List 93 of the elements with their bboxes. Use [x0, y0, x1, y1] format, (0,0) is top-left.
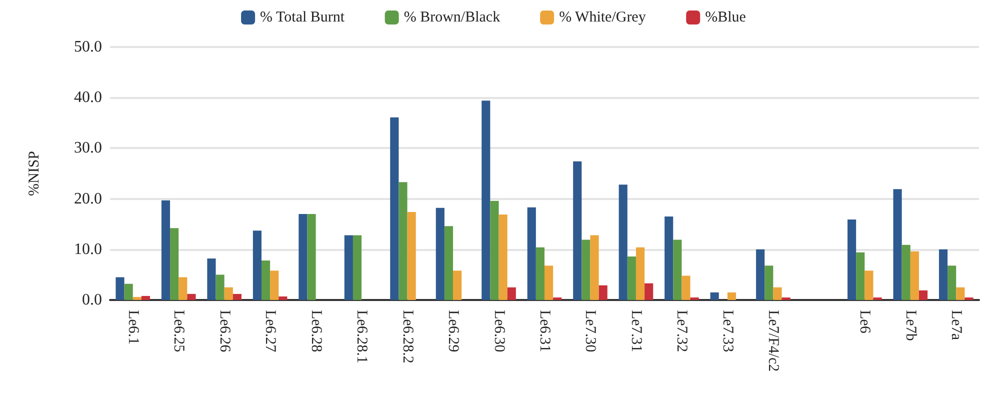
- x-tick-label: Le6.25: [170, 310, 187, 352]
- bar: [956, 287, 965, 300]
- y-tick-label: 30.0: [74, 140, 102, 157]
- x-tick-label: Le6.29: [445, 310, 462, 352]
- bar: [436, 208, 444, 300]
- bar: [390, 117, 399, 300]
- y-tick-label: 40.0: [74, 89, 102, 106]
- bar: [170, 228, 179, 300]
- bar: [344, 235, 353, 300]
- bar: [307, 214, 316, 300]
- x-tick-label: Le7.30: [582, 310, 598, 352]
- x-tick-label: Le6.31: [536, 310, 552, 352]
- bar: [848, 220, 856, 300]
- bar: [964, 297, 974, 300]
- x-tick-label: Le7b: [902, 310, 918, 341]
- x-tick-label: Le6.28: [308, 310, 324, 352]
- y-axis-title: %NISP: [26, 150, 42, 196]
- y-tick-label: 50.0: [74, 38, 102, 56]
- bar: [644, 283, 654, 300]
- x-tick-label: Le7/F4/c2: [765, 310, 782, 372]
- bar: [207, 258, 216, 300]
- bar: [141, 296, 150, 300]
- bar: [453, 270, 462, 300]
- bar: [498, 214, 508, 300]
- x-tick-label: Le6.26: [216, 310, 232, 353]
- bar: [598, 285, 608, 300]
- x-tick-label: Le6.27: [262, 310, 278, 353]
- bar: [352, 235, 362, 300]
- bar: [490, 200, 499, 300]
- bar: [902, 244, 910, 300]
- x-tick-label: Le6.28.2: [399, 310, 416, 364]
- bar: [910, 251, 919, 300]
- bar: [553, 297, 562, 300]
- bar: [216, 274, 224, 300]
- legend-label: % Brown/Black: [404, 10, 501, 26]
- bar: [398, 182, 408, 300]
- bar: [116, 277, 124, 300]
- bar: [262, 260, 270, 300]
- bar: [727, 292, 736, 300]
- bar: [161, 200, 170, 300]
- bar: [856, 252, 865, 300]
- bar: [673, 240, 682, 300]
- bar: [918, 290, 928, 300]
- bar: [690, 297, 699, 300]
- bar: [536, 247, 544, 300]
- bar: [507, 287, 516, 300]
- bar: [764, 266, 774, 300]
- legend-label: %Blue: [705, 10, 746, 26]
- bar: [864, 270, 874, 300]
- bar: [178, 277, 188, 300]
- x-tick-label: Le6.28.1: [354, 310, 370, 364]
- bar: [124, 284, 133, 300]
- x-tick-label: Le6.30: [490, 310, 507, 352]
- bar: [573, 161, 582, 300]
- bar: [664, 216, 674, 300]
- bar: [756, 249, 765, 300]
- bar: [893, 189, 902, 300]
- bar: [582, 240, 590, 300]
- x-tick-label: Le7a: [948, 310, 964, 340]
- bar: [298, 214, 308, 300]
- bar: [187, 294, 196, 300]
- bar: [527, 207, 536, 300]
- x-tick-label: Le7.32: [674, 310, 690, 352]
- bar: [627, 256, 636, 300]
- bar: [132, 296, 142, 300]
- bar: [948, 266, 956, 300]
- bar: [773, 287, 782, 300]
- bar: [444, 226, 454, 300]
- bar: [938, 249, 948, 300]
- x-tick-label: Le7.33: [719, 310, 736, 352]
- bar: [270, 270, 279, 300]
- bar: [278, 296, 288, 300]
- bar: [636, 247, 645, 300]
- legend-label: % Total Burnt: [260, 10, 346, 26]
- bar: [873, 297, 882, 300]
- x-tick-label: Le7.31: [628, 310, 644, 352]
- bar: [544, 266, 554, 300]
- bar: [224, 287, 233, 300]
- x-tick-label: Le6: [856, 310, 873, 334]
- bar: [590, 235, 599, 300]
- bar: [618, 184, 628, 300]
- y-tick-label: 20.0: [74, 190, 102, 208]
- legend-label: % White/Grey: [559, 10, 646, 26]
- bar: [232, 294, 242, 300]
- bar: [407, 212, 416, 300]
- y-tick-label: 0.0: [82, 292, 102, 308]
- x-tick-label: Le6.1: [124, 310, 141, 345]
- bar: [710, 292, 719, 300]
- bar: [252, 230, 262, 300]
- bar: [482, 100, 490, 300]
- bar: [782, 297, 790, 300]
- bar: [682, 276, 690, 300]
- y-tick-label: 10.0: [74, 240, 102, 258]
